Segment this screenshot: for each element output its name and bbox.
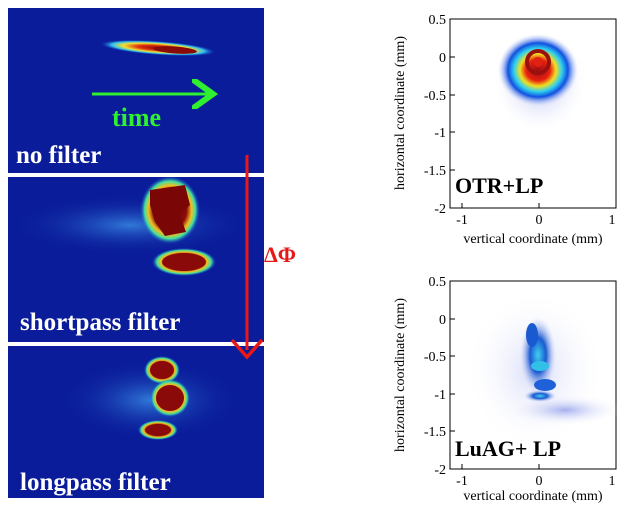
panel-shortpass-filter: shortpass filter	[8, 176, 264, 342]
xlabel: vertical coordinate (mm)	[463, 232, 602, 247]
xtick: 1	[609, 213, 616, 228]
ytick: -1.5	[424, 425, 446, 440]
time-label: time	[112, 103, 161, 132]
ytick: -1.5	[424, 164, 446, 179]
ytick: -1	[434, 126, 446, 141]
delta-phi-arrow	[230, 155, 264, 360]
plot-box-label: LuAG+ LP	[455, 436, 561, 461]
delta-phi-label: ΔΦ	[264, 242, 296, 267]
xtick: 1	[609, 474, 616, 489]
panel-label-shortpass: shortpass filter	[20, 309, 180, 336]
ytick: -1	[434, 388, 446, 403]
xtick: -1	[456, 474, 468, 489]
panel-label-longpass: longpass filter	[20, 469, 171, 496]
xlabel: vertical coordinate (mm)	[463, 489, 602, 504]
plot-otr: 0.5 0 -0.5 -1 -1.5 -2 -1 0 1 vertical co…	[393, 13, 617, 247]
ylabel: horizontal coordinate (mm)	[393, 298, 408, 452]
ytick: -0.5	[424, 89, 446, 104]
ylabel: horizontal coordinate (mm)	[393, 36, 408, 190]
xtick: 0	[536, 474, 543, 489]
ytick: -2	[434, 463, 446, 478]
ytick: 0.5	[429, 13, 447, 28]
ytick: -2	[434, 202, 446, 217]
ytick: 0.5	[429, 275, 447, 290]
ytick: 0	[439, 313, 446, 328]
panel-no-filter: time no filter	[8, 8, 264, 173]
xtick: -1	[456, 213, 468, 228]
plot-box-label: OTR+LP	[455, 173, 543, 198]
ytick: -0.5	[424, 350, 446, 365]
panel-label-no-filter: no filter	[16, 142, 101, 169]
xtick: 0	[536, 213, 543, 228]
panel-longpass-filter: longpass filter	[8, 346, 264, 498]
plot-luag: 0.5 0 -0.5 -1 -1.5 -2 -1 0 1 vertical co…	[393, 275, 623, 504]
ytick: 0	[439, 51, 446, 66]
